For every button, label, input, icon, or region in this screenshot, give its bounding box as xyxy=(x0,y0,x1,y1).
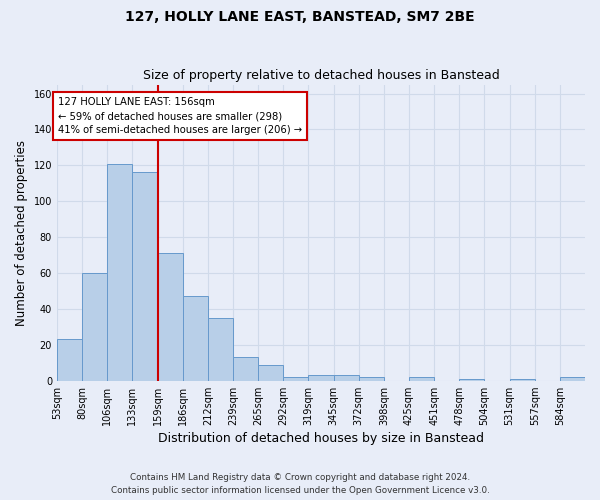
Text: 127, HOLLY LANE EAST, BANSTEAD, SM7 2BE: 127, HOLLY LANE EAST, BANSTEAD, SM7 2BE xyxy=(125,10,475,24)
Bar xyxy=(133,172,158,380)
Text: 127 HOLLY LANE EAST: 156sqm
← 59% of detached houses are smaller (298)
41% of se: 127 HOLLY LANE EAST: 156sqm ← 59% of det… xyxy=(58,97,302,135)
Bar xyxy=(509,379,535,380)
Bar xyxy=(233,358,258,380)
Bar xyxy=(359,377,384,380)
Bar xyxy=(459,379,484,380)
X-axis label: Distribution of detached houses by size in Banstead: Distribution of detached houses by size … xyxy=(158,432,484,445)
Title: Size of property relative to detached houses in Banstead: Size of property relative to detached ho… xyxy=(143,69,499,82)
Bar xyxy=(283,377,308,380)
Y-axis label: Number of detached properties: Number of detached properties xyxy=(15,140,28,326)
Bar xyxy=(334,376,359,380)
Bar xyxy=(82,273,107,380)
Bar xyxy=(258,364,283,380)
Bar xyxy=(208,318,233,380)
Bar xyxy=(57,340,82,380)
Bar xyxy=(560,377,585,380)
Text: Contains HM Land Registry data © Crown copyright and database right 2024.
Contai: Contains HM Land Registry data © Crown c… xyxy=(110,473,490,495)
Bar xyxy=(182,296,208,380)
Bar xyxy=(308,376,334,380)
Bar xyxy=(409,377,434,380)
Bar xyxy=(107,164,133,380)
Bar xyxy=(158,254,182,380)
